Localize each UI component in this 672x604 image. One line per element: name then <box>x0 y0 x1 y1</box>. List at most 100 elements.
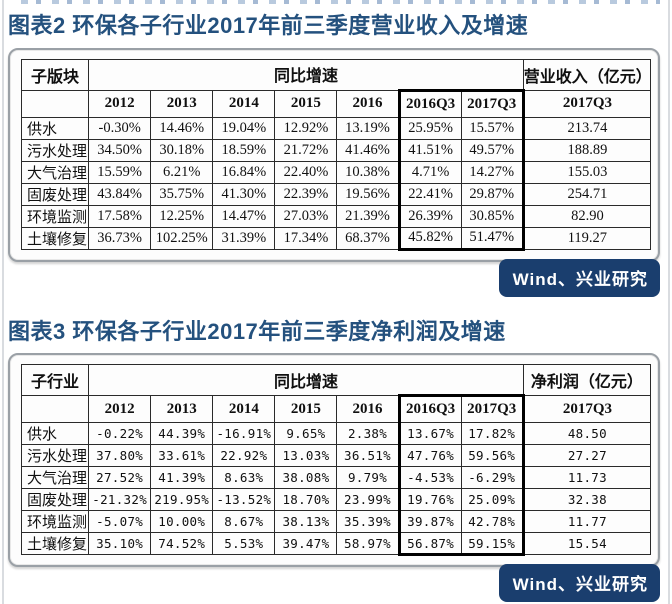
growth-cell: 26.39% <box>397 204 462 228</box>
year-col-header: 2013 <box>150 89 214 118</box>
growth-cell: 47.76% <box>397 444 462 467</box>
growth-cell: 34.50% <box>88 138 152 162</box>
growth-cell: -0.30% <box>88 116 152 140</box>
growth-cell: -5.07% <box>88 510 152 533</box>
growth-cell: 25.09% <box>460 488 525 511</box>
row-label: 大气治理 <box>20 160 90 184</box>
growth-cell: -13.52% <box>212 488 276 511</box>
row-label: 土壤修复 <box>20 226 90 250</box>
cropped-text-fragment <box>10 0 660 4</box>
growth-group-header: 同比增速 <box>88 364 524 396</box>
growth-cell: 36.73% <box>88 226 152 250</box>
growth-cell: 29.87% <box>460 182 525 206</box>
growth-cell: 14.47% <box>212 204 276 228</box>
growth-cell: 22.92% <box>212 444 276 467</box>
row-label: 污水处理 <box>20 444 90 467</box>
growth-cell: 51.47% <box>460 226 525 251</box>
year-col-header: 2017Q3 <box>460 394 525 423</box>
growth-cell: 35.39% <box>336 510 400 533</box>
growth-cell: 59.15% <box>460 532 525 556</box>
table-row: 土壤修复 36.73% 102.25% 31.39% 17.34% 68.37% 45.82… <box>20 226 652 251</box>
growth-cell: 27.52% <box>88 466 152 489</box>
growth-cell: 21.39% <box>336 204 400 228</box>
growth-cell: 15.57% <box>460 116 525 140</box>
growth-cell: 36.51% <box>336 444 400 467</box>
growth-cell: 42.78% <box>460 510 525 533</box>
net-profit-table: 子行业 同比增速 净利润（亿元） 2012 2013 2014 2015 2016 201… <box>20 364 652 556</box>
year-col-header: 2012 <box>88 89 152 118</box>
value-cell: 119.27 <box>522 226 652 250</box>
growth-cell: 9.79% <box>336 466 400 489</box>
growth-cell: 33.61% <box>150 444 214 467</box>
growth-cell: 31.39% <box>212 226 276 250</box>
growth-cell: 12.92% <box>274 116 338 140</box>
figure-3-title: 图表3 环保各子行业2017年前三季度净利润及增速 <box>8 318 506 344</box>
growth-cell: 49.57% <box>460 138 525 162</box>
growth-cell: 19.04% <box>212 116 276 140</box>
growth-cell: 19.56% <box>336 182 400 206</box>
growth-cell: 38.08% <box>274 466 338 489</box>
growth-cell: 102.25% <box>150 226 214 250</box>
growth-cell: 19.76% <box>397 488 462 511</box>
value-cell: 155.03 <box>522 160 652 184</box>
year-col-header: 2017Q3 <box>460 88 525 118</box>
year-col-header: 2016 <box>336 395 400 423</box>
net-profit-table-body: 供水 -0.22% 44.39% -16.91% 9.65% 2.38% 13.67% 17.… <box>20 422 652 556</box>
growth-cell: 8.63% <box>212 466 276 489</box>
growth-cell: 58.97% <box>336 532 400 555</box>
revenue-table: 子版块 同比增速 营业收入（亿元） 2012 2013 2014 2015 2016 20… <box>20 58 652 251</box>
growth-cell: 17.34% <box>274 226 338 250</box>
table-group-header-row: 子版块 同比增速 营业收入（亿元） <box>20 58 652 91</box>
growth-cell: -21.32% <box>88 488 152 511</box>
year-col-header: 2015 <box>274 89 338 118</box>
growth-cell: 14.27% <box>460 160 525 184</box>
label-column-spacer <box>20 89 90 118</box>
value-cell: 213.74 <box>522 116 652 140</box>
value-cell: 27.27 <box>522 444 652 467</box>
growth-cell: 25.95% <box>397 116 462 140</box>
row-label: 大气治理 <box>20 466 90 489</box>
growth-cell: 39.47% <box>274 532 338 555</box>
growth-cell: 38.13% <box>274 510 338 533</box>
growth-cell: 22.40% <box>274 160 338 184</box>
row-label: 污水处理 <box>20 138 90 162</box>
growth-cell: 5.53% <box>212 532 276 555</box>
row-label: 环境监测 <box>20 204 90 228</box>
growth-cell: 12.25% <box>150 204 214 228</box>
growth-cell: 13.03% <box>274 444 338 467</box>
growth-cell: 22.41% <box>397 182 462 206</box>
growth-cell: 17.58% <box>88 204 152 228</box>
growth-cell: 30.18% <box>150 138 214 162</box>
figure-2-section: 图表2 环保各子行业2017年前三季度营业收入及增速 子版块 同比增速 营业收入… <box>8 12 660 297</box>
value-cell: 11.77 <box>522 510 652 533</box>
growth-cell: 27.03% <box>274 204 338 228</box>
growth-cell: 21.72% <box>274 138 338 162</box>
revenue-table-body: 供水 -0.30% 14.46% 19.04% 12.92% 13.19% 25.95% 15… <box>20 116 652 251</box>
growth-cell: 41.30% <box>212 182 276 206</box>
year-col-header: 2015 <box>274 395 338 423</box>
table-row: 污水处理 37.80% 33.61% 22.92% 13.03% 36.51% 47.76%… <box>20 444 652 467</box>
table-row: 污水处理 34.50% 30.18% 18.59% 21.72% 41.46% 41.51%… <box>20 138 652 162</box>
growth-cell: 8.67% <box>212 510 276 533</box>
source-badge: Wind、兴业研究 <box>498 564 660 602</box>
growth-cell: -6.29% <box>460 466 525 489</box>
source-badge: Wind、兴业研究 <box>498 258 660 297</box>
table-row: 供水 -0.22% 44.39% -16.91% 9.65% 2.38% 13.67% 17.… <box>20 422 652 445</box>
table-group-header-row: 子行业 同比增速 净利润（亿元） <box>20 364 652 396</box>
value-column-header: 净利润（亿元） <box>522 364 652 396</box>
table-row: 固废处理 43.84% 35.75% 41.30% 22.39% 19.56% 22.41%… <box>20 182 652 206</box>
growth-cell: 6.21% <box>150 160 214 184</box>
value-column-header: 营业收入（亿元） <box>522 58 652 91</box>
figure-2-title: 图表2 环保各子行业2017年前三季度营业收入及增速 <box>8 13 529 38</box>
growth-cell: 35.10% <box>88 532 152 555</box>
row-label: 土壤修复 <box>20 532 90 555</box>
year-col-header: 2012 <box>88 395 152 423</box>
figure-2-panel: 子版块 同比增速 营业收入（亿元） 2012 2013 2014 2015 2016 20… <box>8 47 660 262</box>
growth-cell: 18.59% <box>212 138 276 162</box>
table-row: 固废处理 -21.32% 219.95% -13.52% 18.70% 23.99% 19.… <box>20 488 652 511</box>
value-cell: 82.90 <box>522 204 652 228</box>
growth-cell: 18.70% <box>274 488 338 511</box>
row-label: 供水 <box>20 422 90 445</box>
growth-cell: 43.84% <box>88 182 152 206</box>
